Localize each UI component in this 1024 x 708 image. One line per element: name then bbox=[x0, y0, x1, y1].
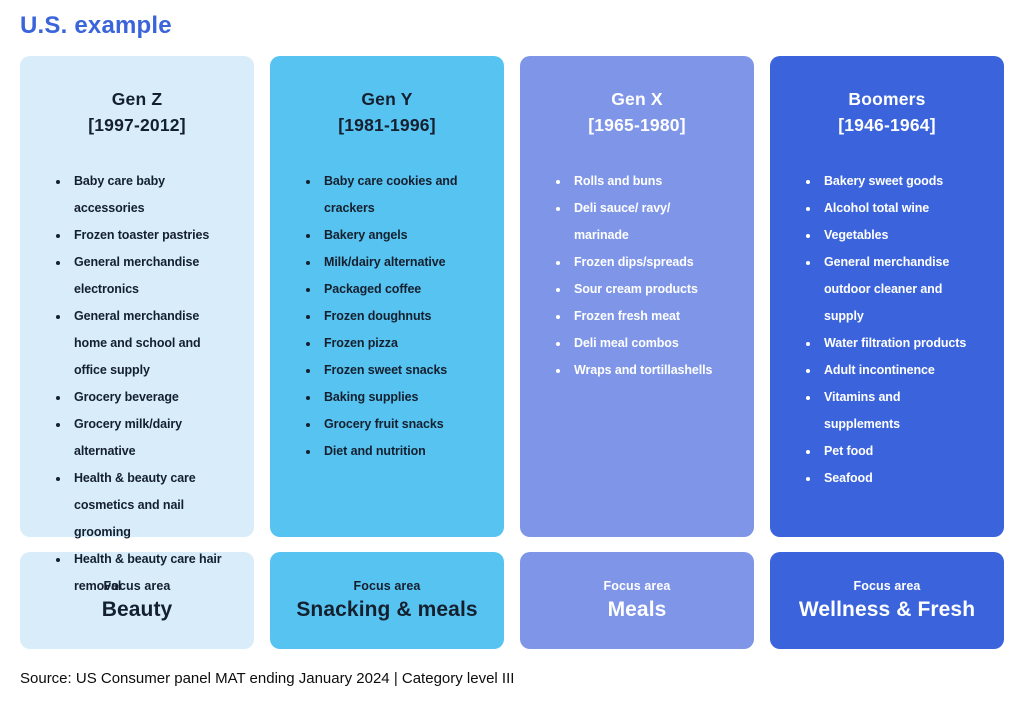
category-item: Frozen fresh meat bbox=[554, 303, 726, 330]
generation-card-gen-z: Gen Z [1997-2012] Baby care baby accesso… bbox=[20, 56, 254, 593]
generation-card-gen-y: Gen Y [1981-1996] Baby care cookies and … bbox=[270, 56, 504, 537]
category-item: Rolls and buns bbox=[554, 168, 726, 195]
focus-area-grid: Focus area Beauty Focus area Snacking & … bbox=[20, 552, 1004, 649]
focus-area-value: Beauty bbox=[101, 598, 173, 621]
focus-card-gen-y: Focus area Snacking & meals bbox=[270, 552, 504, 649]
generation-name: Gen X bbox=[611, 89, 663, 109]
focus-area-value: Wellness & Fresh bbox=[798, 598, 976, 621]
category-item: General merchandise home and school and … bbox=[54, 303, 226, 384]
category-list: Rolls and buns Deli sauce/ ravy/ marinade… bbox=[554, 168, 726, 384]
generation-name: Gen Z bbox=[111, 89, 163, 109]
category-item: Grocery fruit snacks bbox=[304, 411, 476, 438]
category-item: Deli sauce/ ravy/ marinade bbox=[554, 195, 726, 249]
category-item: Deli meal combos bbox=[554, 330, 726, 357]
focus-card-gen-x: Focus area Meals bbox=[520, 552, 754, 649]
source-note: Source: US Consumer panel MAT ending Jan… bbox=[20, 670, 515, 687]
category-item: Baby care baby accessories bbox=[54, 168, 226, 222]
category-item: Sour cream products bbox=[554, 276, 726, 303]
category-item: Vegetables bbox=[804, 222, 976, 249]
generation-years: [1997-2012] bbox=[88, 115, 186, 135]
category-item: Wraps and tortillashells bbox=[554, 357, 726, 384]
card-header: Gen Y [1981-1996] bbox=[304, 86, 470, 138]
generation-card-boomers: Boomers [1946-1964] Bakery sweet goods Al… bbox=[770, 56, 1004, 537]
category-item: Frozen doughnuts bbox=[304, 303, 476, 330]
category-item: Bakery angels bbox=[304, 222, 476, 249]
category-item: General merchandise electronics bbox=[54, 249, 226, 303]
category-item: Frozen dips/spreads bbox=[554, 249, 726, 276]
generation-grid: Gen Z [1997-2012] Baby care baby accesso… bbox=[20, 56, 1004, 593]
category-item: Pet food bbox=[804, 438, 976, 465]
category-item: Frozen sweet snacks bbox=[304, 357, 476, 384]
generation-years: [1981-1996] bbox=[338, 115, 436, 135]
focus-card-gen-z: Focus area Beauty bbox=[20, 552, 254, 649]
category-item: Health & beauty care cosmetics and nail … bbox=[54, 465, 226, 546]
category-item: Grocery milk/dairy alternative bbox=[54, 411, 226, 465]
category-item: Baby care cookies and crackers bbox=[304, 168, 476, 222]
focus-area-label: Focus area bbox=[853, 579, 921, 593]
focus-area-label: Focus area bbox=[353, 579, 421, 593]
category-list: Baby care baby accessories Frozen toaster… bbox=[54, 168, 226, 600]
category-item: General merchandise outdoor cleaner and … bbox=[804, 249, 976, 330]
category-item: Bakery sweet goods bbox=[804, 168, 976, 195]
category-item: Health & beauty care hair removal bbox=[54, 546, 226, 600]
category-item: Frozen pizza bbox=[304, 330, 476, 357]
generation-years: [1946-1964] bbox=[838, 115, 936, 135]
category-item: Vitamins and supplements bbox=[804, 384, 976, 438]
category-item: Water filtration products bbox=[804, 330, 976, 357]
generation-name: Boomers bbox=[848, 89, 926, 109]
focus-area-label: Focus area bbox=[603, 579, 671, 593]
category-item: Packaged coffee bbox=[304, 276, 476, 303]
category-item: Grocery beverage bbox=[54, 384, 226, 411]
category-item: Frozen toaster pastries bbox=[54, 222, 226, 249]
generation-name: Gen Y bbox=[361, 89, 413, 109]
card-header: Gen Z [1997-2012] bbox=[54, 86, 220, 138]
category-item: Adult incontinence bbox=[804, 357, 976, 384]
category-list: Bakery sweet goods Alcohol total wine Vege… bbox=[804, 168, 976, 492]
focus-area-label: Focus area bbox=[103, 579, 171, 593]
generation-years: [1965-1980] bbox=[588, 115, 686, 135]
category-item: Baking supplies bbox=[304, 384, 476, 411]
category-item: Diet and nutrition bbox=[304, 438, 476, 465]
category-item: Milk/dairy alternative bbox=[304, 249, 476, 276]
category-item: Seafood bbox=[804, 465, 976, 492]
focus-card-boomers: Focus area Wellness & Fresh bbox=[770, 552, 1004, 649]
card-header: Gen X [1965-1980] bbox=[554, 86, 720, 138]
category-list: Baby care cookies and crackers Bakery ang… bbox=[304, 168, 476, 465]
category-item: Alcohol total wine bbox=[804, 195, 976, 222]
focus-area-value: Snacking & meals bbox=[296, 598, 478, 621]
focus-area-value: Meals bbox=[607, 598, 667, 621]
generation-card-gen-x: Gen X [1965-1980] Rolls and buns Deli sau… bbox=[520, 56, 754, 537]
card-header: Boomers [1946-1964] bbox=[804, 86, 970, 138]
page-title: U.S. example bbox=[20, 12, 172, 39]
